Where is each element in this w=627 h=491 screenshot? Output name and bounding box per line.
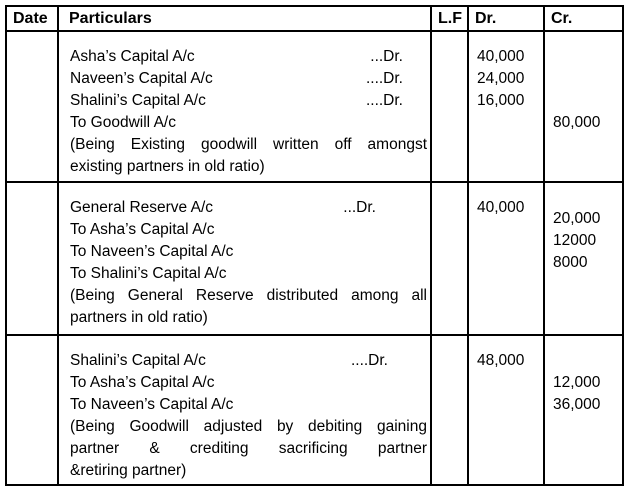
account-line: Shalini’s Capital A/c ....Dr.: [70, 350, 427, 372]
dr-cell: 48,000: [467, 334, 545, 486]
account-line: To Goodwill A/c: [70, 112, 427, 134]
debit-amount: 16,000: [477, 92, 525, 109]
account-name: To Naveen’s Capital A/c: [70, 396, 234, 413]
account-name: Shalini’s Capital A/c: [70, 92, 206, 109]
account-line: Asha’s Capital A/c ...Dr.: [70, 46, 427, 68]
journal-table-header: Date Particulars L.F Dr. Cr.: [5, 5, 624, 32]
particulars-cell: General Reserve A/c ...Dr. To Asha’s Capit…: [57, 181, 432, 336]
cr-column-header: Cr.: [543, 5, 624, 32]
credit-amount: 12000: [553, 232, 597, 249]
debit-marker: ....Dr.: [365, 92, 403, 109]
debit-marker: ....Dr.: [365, 70, 403, 87]
date-cell: [5, 334, 59, 486]
debit-marker: ....Dr.: [350, 352, 388, 369]
account-name: To Asha’s Capital A/c: [70, 374, 215, 391]
header-row: Date Particulars L.F Dr. Cr.: [5, 5, 624, 32]
date-cell: [5, 181, 59, 336]
particulars-column-header: Particulars: [57, 5, 432, 32]
account-name: To Goodwill A/c: [70, 114, 176, 131]
journal-entry-block: General Reserve A/c ...Dr. To Asha’s Capit…: [5, 181, 624, 336]
journal-table: Date Particulars L.F Dr. Cr. Asha’s Capi…: [5, 5, 624, 486]
account-line: To Naveen’s Capital A/c: [70, 394, 427, 416]
date-column-header: Date: [5, 5, 59, 32]
debit-amount: 40,000: [477, 48, 525, 65]
debit-marker: ...Dr.: [343, 199, 376, 216]
lf-cell: [430, 181, 469, 336]
account-name: To Shalini’s Capital A/c: [70, 265, 227, 282]
lf-cell: [430, 30, 469, 183]
credit-amount: 8000: [553, 254, 588, 271]
account-line: Naveen’s Capital A/c ....Dr.: [70, 68, 427, 90]
narration-line: existing partners in old ratio): [70, 158, 265, 175]
narration-line: (Being Existing goodwill written off amo…: [70, 136, 427, 153]
cr-cell: 20,000 12000 8000: [543, 181, 624, 336]
dr-cell: 40,000: [467, 181, 545, 336]
particulars-cell: Asha’s Capital A/c ...Dr. Naveen’s Capital…: [57, 30, 432, 183]
cr-cell: 12,000 36,000: [543, 334, 624, 486]
journal-table-body: Asha’s Capital A/c ...Dr. Naveen’s Capital…: [5, 30, 624, 486]
lf-cell: [430, 334, 469, 486]
account-line: To Naveen’s Capital A/c: [70, 241, 427, 263]
cr-cell: 80,000: [543, 30, 624, 183]
account-name: Asha’s Capital A/c: [70, 48, 195, 65]
date-cell: [5, 30, 59, 183]
credit-amount: 12,000: [553, 374, 601, 391]
narration-line: (Being Goodwill adjusted by debiting gai…: [70, 418, 427, 435]
credit-amount: 36,000: [553, 396, 601, 413]
account-line: General Reserve A/c ...Dr.: [70, 197, 427, 219]
narration-line: partners in old ratio): [70, 309, 208, 326]
debit-amount: 40,000: [477, 199, 525, 216]
particulars-cell: Shalini’s Capital A/c ....Dr. To Asha’s Ca…: [57, 334, 432, 486]
narration-line: partner & crediting sacrificing partner: [70, 440, 427, 457]
credit-amount: 80,000: [553, 114, 601, 131]
journal-entry-block: Shalini’s Capital A/c ....Dr. To Asha’s Ca…: [5, 334, 624, 486]
account-line: To Asha’s Capital A/c: [70, 372, 427, 394]
account-line: Shalini’s Capital A/c ....Dr.: [70, 90, 427, 112]
debit-marker: ...Dr.: [370, 48, 403, 65]
dr-cell: 40,000 24,000 16,000: [467, 30, 545, 183]
narration-line: (Being General Reserve distributed among…: [70, 287, 427, 304]
debit-amount: 24,000: [477, 70, 525, 87]
narration-line: &retiring partner): [70, 462, 187, 479]
journal-entry-block: Asha’s Capital A/c ...Dr. Naveen’s Capital…: [5, 30, 624, 183]
account-line: To Asha’s Capital A/c: [70, 219, 427, 241]
account-name: General Reserve A/c: [70, 199, 214, 216]
account-line: To Shalini’s Capital A/c: [70, 263, 427, 285]
account-name: Shalini’s Capital A/c: [70, 352, 206, 369]
account-name: To Asha’s Capital A/c: [70, 221, 215, 238]
debit-amount: 48,000: [477, 352, 525, 369]
account-name: Naveen’s Capital A/c: [70, 70, 213, 87]
dr-column-header: Dr.: [467, 5, 545, 32]
lf-column-header: L.F: [430, 5, 469, 32]
account-name: To Naveen’s Capital A/c: [70, 243, 234, 260]
credit-amount: 20,000: [553, 210, 601, 227]
